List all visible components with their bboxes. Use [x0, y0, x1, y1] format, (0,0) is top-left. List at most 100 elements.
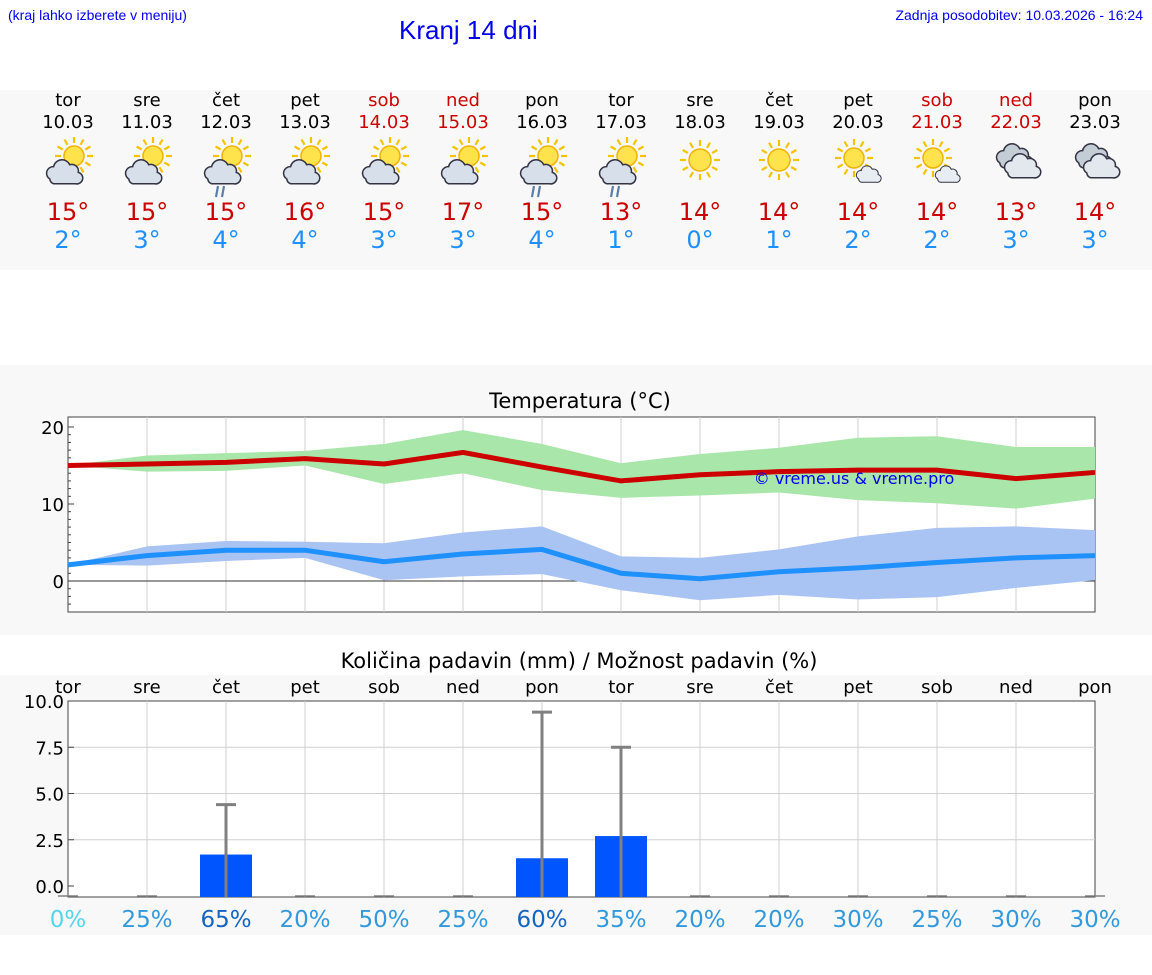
location-hint-link[interactable]: (kraj lahko izberete v meniju): [8, 7, 187, 23]
min-temp: 0°: [686, 226, 714, 254]
day-name: sre: [686, 90, 714, 111]
day-name: čet: [764, 90, 794, 111]
y-tick-label: 0.0: [35, 877, 64, 898]
min-temp: 2°: [844, 226, 872, 254]
day-date: 11.03: [121, 112, 173, 133]
page-title: Kranj 14 dni: [399, 15, 538, 45]
precipitation-probability: 25%: [911, 907, 962, 933]
x-category-label: tor: [608, 677, 634, 698]
min-temp: 3°: [1002, 226, 1030, 254]
sun-cloud-icon: [45, 137, 93, 185]
day-name: pet: [290, 90, 320, 111]
precipitation-probability: 30%: [832, 907, 883, 933]
forecast-day: pet 13.03 16° 4°: [270, 90, 340, 254]
forecast-day: sre 11.03 15° 3°: [112, 90, 182, 254]
precipitation-probability: 20%: [279, 907, 330, 933]
min-temp: 1°: [765, 226, 793, 254]
forecast-day: pet 20.03 14° 2°: [823, 90, 893, 254]
day-date: 10.03: [42, 112, 94, 133]
forecast-day: ned 22.03 13° 3°: [981, 90, 1051, 254]
sun-cloud-rain-icon: [519, 137, 567, 198]
precipitation-probability: 30%: [1069, 907, 1120, 933]
forecast-day: ned 15.03 17° 3°: [428, 90, 498, 254]
day-name: pon: [1078, 90, 1112, 111]
precipitation-probability: 25%: [121, 907, 172, 933]
x-category-label: čet: [212, 677, 240, 698]
min-temp: 2°: [923, 226, 951, 254]
y-tick-label: 10.0: [24, 692, 64, 713]
x-category-label: sre: [133, 677, 160, 698]
day-name: čet: [211, 90, 241, 111]
sun-cloud-icon: [282, 137, 330, 185]
min-temp: 1°: [607, 226, 635, 254]
forecast-day: sob 21.03 14° 2°: [902, 90, 972, 254]
sun-icon: [759, 140, 799, 180]
min-temp: 3°: [1081, 226, 1109, 254]
forecast-day: čet 19.03 14° 1°: [744, 90, 814, 254]
day-name: pon: [525, 90, 559, 111]
sun-cloud-icon: [124, 137, 172, 185]
day-date: 12.03: [200, 112, 252, 133]
x-category-label: sob: [921, 677, 953, 698]
max-temp: 14°: [757, 198, 801, 226]
max-temp: 15°: [125, 198, 169, 226]
max-temp: 14°: [836, 198, 880, 226]
day-name: sre: [133, 90, 161, 111]
precipitation-probability: 20%: [674, 907, 725, 933]
forecast-day: čet 12.03 15° 4°: [191, 90, 261, 254]
max-temp: 15°: [204, 198, 248, 226]
sun-cloud-icon: [361, 137, 409, 185]
x-category-label: čet: [765, 677, 793, 698]
forecast-day: sre 18.03 14° 0°: [665, 90, 735, 254]
day-name: sob: [921, 90, 953, 111]
day-name: tor: [608, 90, 634, 111]
sun-cloud-rain-icon: [203, 137, 251, 198]
precipitation-probability: 60%: [516, 907, 567, 933]
y-tick-label: 10: [41, 495, 64, 516]
x-category-label: pon: [525, 677, 559, 698]
precipitation-probability: 25%: [437, 907, 488, 933]
day-date: 15.03: [437, 112, 489, 133]
forecast-day: pon 23.03 14° 3°: [1060, 90, 1130, 254]
min-temp: 3°: [133, 226, 161, 254]
max-temp: 15°: [362, 198, 406, 226]
min-temp: 3°: [449, 226, 477, 254]
temperature-chart-title: Temperatura (°C): [488, 389, 671, 413]
max-temp: 17°: [441, 198, 485, 226]
max-temperature-line: [67, 449, 1096, 484]
y-tick-label: 2.5: [35, 831, 64, 852]
min-temperature-line: [67, 546, 1096, 582]
min-temp: 4°: [528, 226, 556, 254]
day-date: 13.03: [279, 112, 331, 133]
precipitation-probability: 30%: [990, 907, 1041, 933]
sun-small-cloud-icon: [914, 139, 961, 183]
max-temp: 14°: [915, 198, 959, 226]
x-category-label: tor: [55, 677, 81, 698]
min-temp: 4°: [291, 226, 319, 254]
max-temp: 15°: [46, 198, 90, 226]
temperature-chart: Temperatura (°C) 0 10 20 © vreme.us & vrem…: [41, 389, 1096, 613]
day-date: 22.03: [990, 112, 1042, 133]
min-temp: 3°: [370, 226, 398, 254]
day-name: ned: [446, 90, 480, 111]
day-date: 23.03: [1069, 112, 1121, 133]
cloud-icon: [995, 143, 1042, 179]
day-name: sob: [368, 90, 400, 111]
y-tick-label: 20: [41, 418, 64, 439]
y-tick-label: 5.0: [35, 785, 64, 806]
max-temp: 14°: [678, 198, 722, 226]
precipitation-probability: 35%: [595, 907, 646, 933]
day-name: tor: [55, 90, 81, 111]
x-category-label: ned: [999, 677, 1033, 698]
precipitation-probability: 65%: [200, 907, 251, 933]
sun-small-cloud-icon: [835, 139, 882, 183]
min-temp: 2°: [54, 226, 82, 254]
min-temp: 4°: [212, 226, 240, 254]
x-category-label: pet: [843, 677, 873, 698]
forecast-day: sob 14.03 15° 3°: [349, 90, 419, 254]
day-name: ned: [999, 90, 1033, 111]
precipitation-probability: 20%: [753, 907, 804, 933]
forecast-day: tor 17.03 13° 1°: [586, 90, 656, 254]
x-category-label: sob: [368, 677, 400, 698]
max-temp: 16°: [283, 198, 327, 226]
